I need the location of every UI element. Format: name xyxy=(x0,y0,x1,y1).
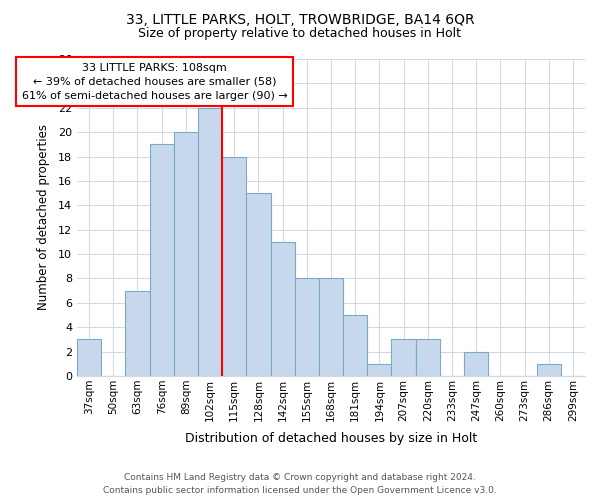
X-axis label: Distribution of detached houses by size in Holt: Distribution of detached houses by size … xyxy=(185,432,477,445)
Bar xyxy=(295,278,319,376)
Bar xyxy=(198,108,222,376)
Bar xyxy=(247,193,271,376)
Bar xyxy=(149,144,174,376)
Bar xyxy=(125,290,149,376)
Y-axis label: Number of detached properties: Number of detached properties xyxy=(37,124,50,310)
Bar xyxy=(416,340,440,376)
Text: Contains HM Land Registry data © Crown copyright and database right 2024.
Contai: Contains HM Land Registry data © Crown c… xyxy=(103,474,497,495)
Text: 33 LITTLE PARKS: 108sqm
← 39% of detached houses are smaller (58)
61% of semi-de: 33 LITTLE PARKS: 108sqm ← 39% of detache… xyxy=(22,62,287,100)
Bar xyxy=(77,340,101,376)
Bar xyxy=(464,352,488,376)
Bar xyxy=(343,315,367,376)
Bar xyxy=(174,132,198,376)
Bar xyxy=(391,340,416,376)
Bar xyxy=(319,278,343,376)
Bar xyxy=(536,364,561,376)
Bar xyxy=(222,156,247,376)
Bar xyxy=(271,242,295,376)
Text: Size of property relative to detached houses in Holt: Size of property relative to detached ho… xyxy=(139,28,461,40)
Text: 33, LITTLE PARKS, HOLT, TROWBRIDGE, BA14 6QR: 33, LITTLE PARKS, HOLT, TROWBRIDGE, BA14… xyxy=(125,12,475,26)
Bar xyxy=(367,364,391,376)
